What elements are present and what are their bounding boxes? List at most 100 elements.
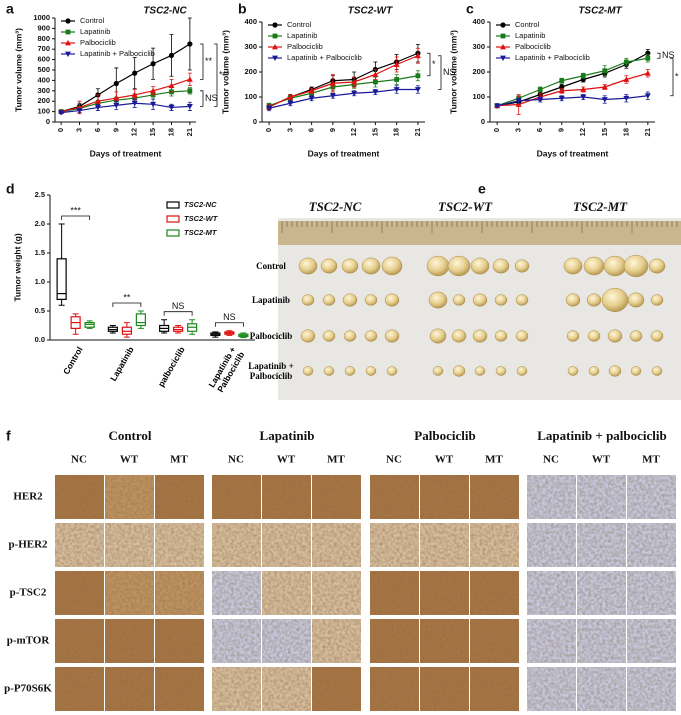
marker (372, 89, 379, 95)
marker (351, 79, 358, 85)
legend-label: TSC2-WT (184, 214, 219, 223)
marker (150, 61, 156, 67)
x-tick-label: 18 (392, 128, 401, 136)
marker (644, 93, 651, 99)
ihc-texture (155, 667, 204, 711)
series-line (268, 75, 419, 107)
y-tick-label: 300 (472, 42, 485, 51)
marker (272, 55, 278, 61)
bracket (200, 43, 204, 80)
y-tick-label: 2.5 (35, 190, 45, 199)
significance: * (675, 71, 679, 81)
ihc-texture (627, 475, 676, 519)
marker (351, 90, 358, 97)
column-header: MT (327, 454, 345, 466)
y-tick-label: 100 (472, 92, 485, 101)
ihc-texture (470, 667, 519, 711)
significance: ** (123, 292, 131, 302)
marker (559, 78, 565, 84)
x-tick-label: 9 (328, 128, 337, 132)
row-label: Control (256, 261, 286, 271)
marker (113, 95, 120, 101)
ihc-texture (527, 571, 576, 615)
tumor (452, 365, 466, 377)
legend-label: Lapatinib (287, 31, 317, 40)
x-tick-label: 15 (370, 128, 379, 136)
marker (500, 55, 506, 61)
marker (644, 70, 651, 76)
x-tick-label: 3 (75, 128, 84, 132)
legend-label: Palbociclib (287, 42, 323, 51)
marker (580, 73, 586, 79)
whisker (72, 313, 79, 335)
x-axis-label: Days of treatment (537, 148, 609, 158)
significance: NS (205, 93, 218, 103)
tumor (472, 293, 488, 307)
group-header: Control (108, 428, 151, 443)
marker (94, 98, 101, 104)
significance: ** (205, 56, 213, 66)
tumor (603, 255, 627, 277)
tumor (320, 258, 338, 274)
ihc-texture (312, 619, 361, 663)
ihc-texture (577, 475, 626, 519)
marker (186, 76, 193, 82)
chart-title: TSC2-NC (143, 6, 187, 17)
marker (272, 44, 278, 50)
marker (113, 102, 120, 109)
ihc-texture (527, 619, 576, 663)
y-tick-label: 800 (37, 34, 50, 43)
series-line (61, 102, 190, 114)
y-tick-label: 300 (37, 86, 50, 95)
series-line (60, 78, 191, 113)
marker (500, 22, 506, 28)
tumor (428, 291, 448, 309)
x-axis-label: Days of treatment (308, 148, 380, 158)
tumor (623, 254, 649, 278)
panel-label: c (466, 1, 474, 17)
panel-label: e (478, 181, 486, 197)
marker (65, 29, 71, 35)
marker (329, 93, 336, 99)
legend-label: Control (287, 20, 312, 29)
ihc-texture (370, 619, 419, 663)
tumor (567, 366, 579, 376)
marker (266, 105, 273, 112)
tumor (452, 294, 466, 306)
y-tick-label: 200 (472, 67, 485, 76)
ihc-texture (420, 619, 469, 663)
ihc-texture (470, 475, 519, 519)
ihc-texture (370, 571, 419, 615)
ihc-texture (527, 523, 576, 567)
chart-title: TSC2-MT (578, 6, 622, 17)
y-tick-label: 0 (253, 117, 257, 126)
marker (394, 77, 400, 82)
x-axis-label: Days of treatment (90, 148, 162, 158)
x-tick-label: 21 (413, 128, 422, 136)
series-line (496, 57, 648, 107)
x-tick-label: 18 (621, 128, 630, 136)
marker (623, 95, 630, 102)
bracket (214, 43, 218, 107)
x-tick-label: 9 (111, 128, 120, 132)
significance: NS (172, 301, 185, 311)
tumor (470, 257, 490, 275)
group-header: Palbociclib (414, 428, 475, 443)
column-header: WT (592, 454, 611, 466)
legend-swatch (166, 229, 180, 237)
tumor (381, 256, 403, 276)
tumor (601, 288, 629, 312)
panel-label: b (238, 1, 247, 17)
marker (65, 18, 71, 24)
ihc-texture (420, 571, 469, 615)
legend-label: Palbociclib (80, 38, 116, 47)
column-header: MT (485, 454, 503, 466)
marker (329, 80, 336, 86)
ruler (278, 221, 681, 245)
bracket (200, 90, 204, 107)
tumor (472, 329, 488, 343)
y-tick-label: 0.5 (35, 306, 45, 315)
ihc-texture (527, 667, 576, 711)
x-tick-label: 0 (492, 128, 501, 132)
tumor (494, 294, 508, 306)
